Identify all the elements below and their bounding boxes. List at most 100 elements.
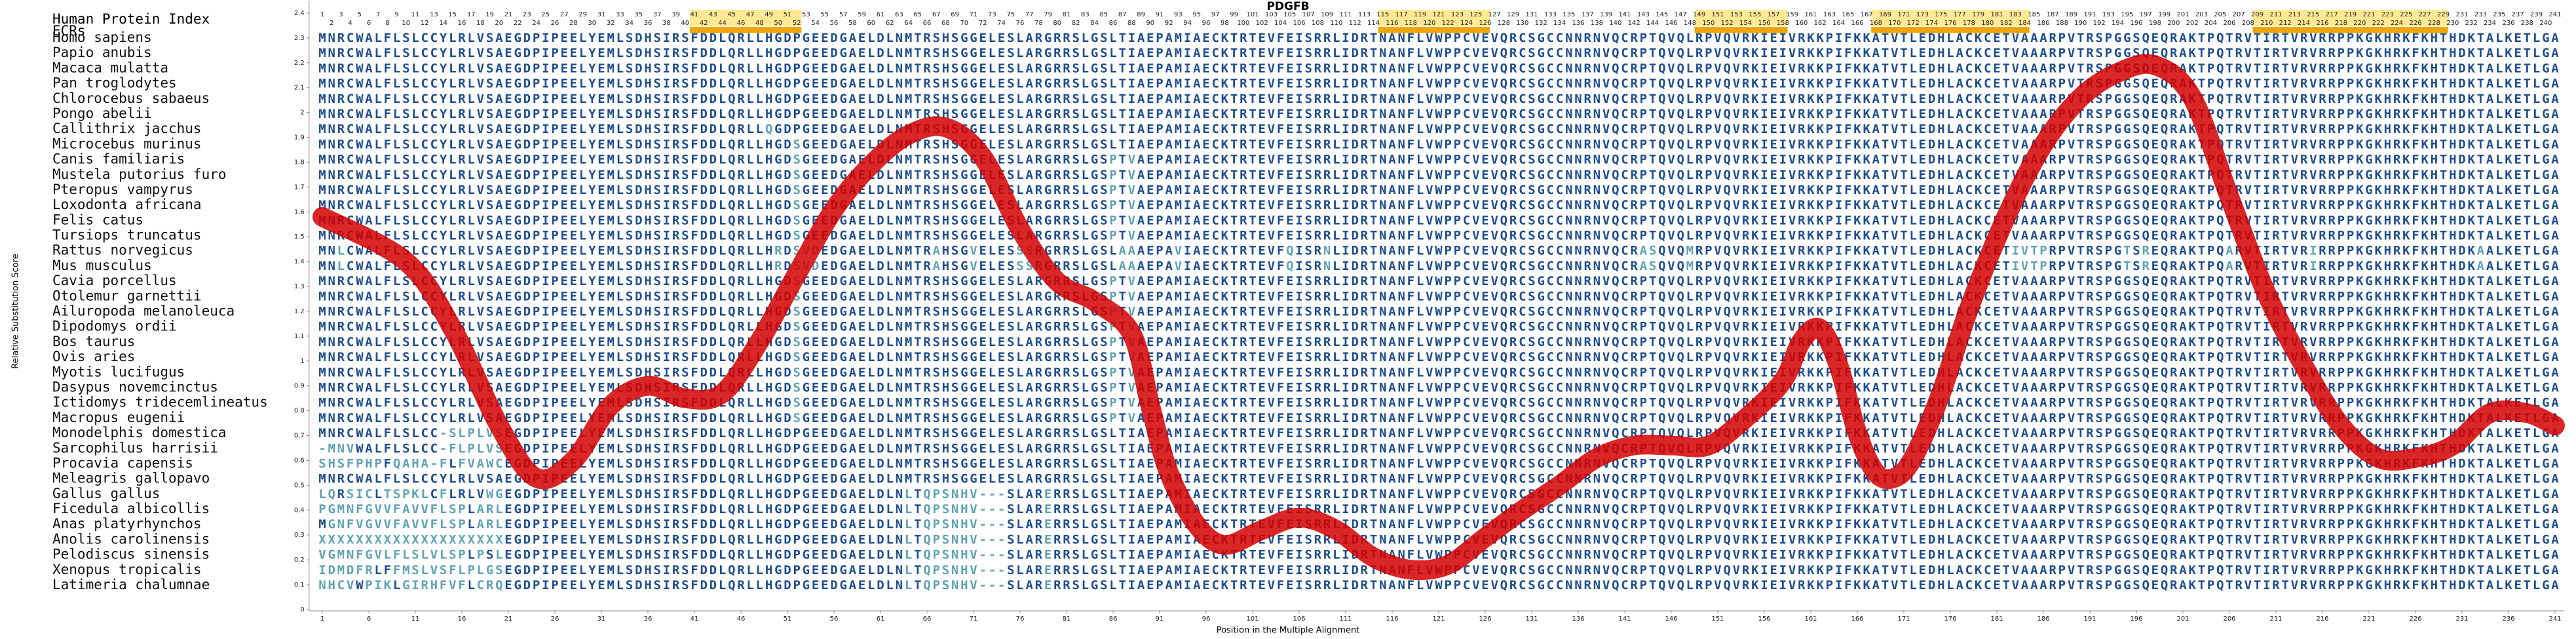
x-tick-label: 111: [1339, 615, 1352, 623]
position-number: 180: [1981, 20, 1994, 27]
x-tick-label: 41: [691, 615, 699, 623]
y-tick-label: 1.1: [294, 333, 305, 340]
ecr-highlight: [1378, 10, 1490, 26]
position-number: 71: [970, 11, 978, 18]
chart-title: PDGFB: [1266, 0, 1309, 13]
position-number: 163: [1823, 11, 1836, 18]
position-number: 155: [1749, 11, 1761, 18]
position-number: 88: [1127, 20, 1136, 27]
position-number: 186: [2037, 20, 2049, 27]
position-number: 90: [1146, 20, 1154, 27]
position-number: 142: [1628, 20, 1640, 27]
position-number: 126: [1479, 20, 1491, 27]
position-number: 54: [811, 20, 820, 27]
position-number: 147: [1675, 11, 1687, 18]
species-name: Callithrix jacchus: [52, 121, 202, 136]
position-number: 120: [1423, 20, 1435, 27]
position-number: 184: [2018, 20, 2031, 27]
position-number: 128: [1498, 20, 1510, 27]
position-number: 30: [588, 20, 596, 27]
position-number: 115: [1376, 11, 1389, 18]
x-tick-label: 66: [923, 615, 932, 623]
x-tick-label: 156: [1758, 615, 1770, 623]
x-tick-label: 86: [1109, 615, 1118, 623]
position-number: 137: [1582, 11, 1594, 18]
species-name: Cavia porcellus: [52, 273, 177, 288]
position-number: 218: [2335, 20, 2347, 27]
sequence-layer: Homo sapiens M N R C W A L F L S L C C Y L R L V S A E G D P I P E E…: [52, 29, 2559, 592]
position-number: 8: [385, 20, 389, 27]
x-tick-label: 51: [784, 615, 792, 623]
position-number: 164: [1832, 20, 1845, 27]
position-number: 196: [2130, 20, 2142, 27]
y-tick-label: 0.1: [294, 581, 305, 589]
y-tick-label: 1.8: [294, 159, 305, 166]
y-tick-label: 0.6: [294, 457, 305, 464]
position-number: 80: [1053, 20, 1061, 27]
y-tick-label: 1.7: [294, 184, 305, 191]
species-name: Dasypus novemcinctus: [52, 379, 218, 395]
position-number: 48: [755, 20, 764, 27]
x-tick-label: 186: [2037, 615, 2049, 623]
x-tick-label: 206: [2223, 615, 2235, 623]
position-number: 215: [2307, 11, 2319, 18]
position-number: 119: [1414, 11, 1426, 18]
species-name: Microcebus murinus: [52, 136, 202, 151]
position-number: 91: [1156, 11, 1164, 18]
position-number: 225: [2400, 11, 2412, 18]
position-number: 131: [1525, 11, 1538, 18]
position-number: 11: [411, 11, 420, 18]
position-number: 201: [2176, 11, 2189, 18]
species-name: Macaca mulatta: [52, 60, 168, 75]
position-number: 33: [616, 11, 624, 18]
position-number: 17: [467, 11, 476, 18]
species-name: Pelodiscus sinensis: [52, 547, 210, 562]
position-number: 211: [2269, 11, 2282, 18]
position-number: 35: [634, 11, 643, 18]
y-tick-label: 1.6: [294, 208, 305, 216]
x-tick-label: 226: [2409, 615, 2421, 623]
position-number: 154: [1739, 20, 1752, 27]
species-name: Otolemur garnettii: [52, 288, 202, 303]
position-number: 206: [2223, 20, 2235, 27]
x-tick-label: 221: [2362, 615, 2375, 623]
position-number: 43: [709, 11, 717, 18]
position-number: 197: [2140, 11, 2152, 18]
position-number: 110: [1330, 20, 1342, 27]
position-number: 169: [1879, 11, 1891, 18]
species-name: Tursiops truncatus: [52, 227, 202, 243]
position-number: 191: [2083, 11, 2096, 18]
position-number: 187: [2047, 11, 2059, 18]
position-number: 19: [485, 11, 494, 18]
position-number: 162: [1814, 20, 1827, 27]
x-tick-label: 6: [367, 615, 371, 623]
position-number: 112: [1349, 20, 1361, 27]
y-tick-label: 0.4: [294, 507, 305, 514]
x-tick-label: 26: [551, 615, 559, 623]
species-name: Anas platyrhynchos: [52, 516, 202, 532]
x-tick-label: 101: [1246, 615, 1259, 623]
y-tick-label: 1.2: [294, 308, 305, 315]
x-tick-label: 231: [2455, 615, 2468, 623]
position-number: 134: [1553, 20, 1566, 27]
position-number: 233: [2474, 11, 2487, 18]
curve-layer: [313, 54, 2565, 581]
position-number: 56: [830, 20, 839, 27]
x-tick-label: 216: [2316, 615, 2328, 623]
position-number: 127: [1488, 11, 1501, 18]
position-number: 165: [1842, 11, 1854, 18]
x-tick-label: 131: [1525, 615, 1538, 623]
position-number: 124: [1460, 20, 1473, 27]
position-number: 234: [2484, 20, 2496, 27]
species-name: Macropus eugenii: [52, 410, 185, 425]
position-number: 60: [867, 20, 875, 27]
x-tick-label: 1: [320, 615, 324, 623]
